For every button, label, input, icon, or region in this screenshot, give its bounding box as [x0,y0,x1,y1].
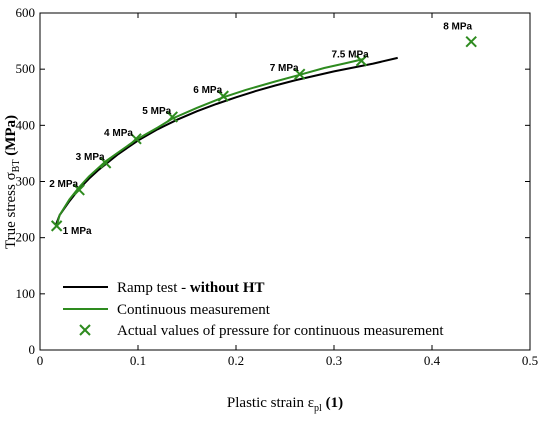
series-line-0 [54,56,398,226]
data-point-marker [293,68,306,80]
data-point-marker [130,133,142,145]
pressure-label: 7.5 MPa [331,50,369,61]
pressure-label: 6 MPa [193,85,222,96]
y-tick-label: 400 [16,117,36,132]
axis-ticks: 0 0.1 0.2 0.3 0.4 0.5 0 100 200 300 400 500 600 [16,5,539,368]
y-tick-label: 200 [16,230,36,245]
legend-label-ramp: Ramp test - without HT [117,280,265,296]
y-tick-label: 600 [16,5,36,20]
x-tick-label: 0 [37,353,44,368]
data-point-marker [355,55,368,67]
data-point-marker [99,157,112,169]
y-tick-label: 0 [29,342,36,357]
series-line-1 [55,58,364,227]
legend-label-actual: Actual values of pressure for continuous… [117,323,444,339]
pressure-label: 3 MPa [76,152,105,163]
pressure-label: 4 MPa [104,128,133,139]
x-axis-title: Plastic strain εpl (1) [227,395,343,414]
pressure-label: 5 MPa [142,106,171,117]
x-tick-label: 0.2 [228,353,244,368]
y-tick-label: 500 [16,61,36,76]
pressure-label: 7 MPa [270,63,299,74]
x-tick-label: 0.3 [326,353,342,368]
legend-label-continuous: Continuous measurement [117,302,271,318]
data-point-marker [50,220,63,232]
pressure-label: 1 MPa [63,226,92,237]
data-point-marker [166,111,179,123]
y-axis-title: True stress σBT (MPa) [3,115,22,249]
x-tick-label: 0.4 [424,353,441,368]
y-tick-label: 300 [16,174,36,189]
data-point-marker [465,35,477,48]
legend-marker-x [79,324,91,336]
pressure-label: 8 MPa [443,22,472,33]
x-tick-label: 0.1 [130,353,146,368]
data-point-marker [217,90,229,102]
pressure-label: 2 MPa [49,179,78,190]
point-labels: 1 MPa 2 MPa 3 MPa 4 MPa 5 MPa 6 MPa 7 MPa 7.5 M… [49,22,472,237]
y-tick-label: 100 [16,286,36,301]
x-tick-label: 0.5 [522,353,538,368]
series-layer [50,35,477,232]
data-point-marker [73,184,85,196]
legend: Ramp test - without HT Continuous measur… [63,280,444,339]
